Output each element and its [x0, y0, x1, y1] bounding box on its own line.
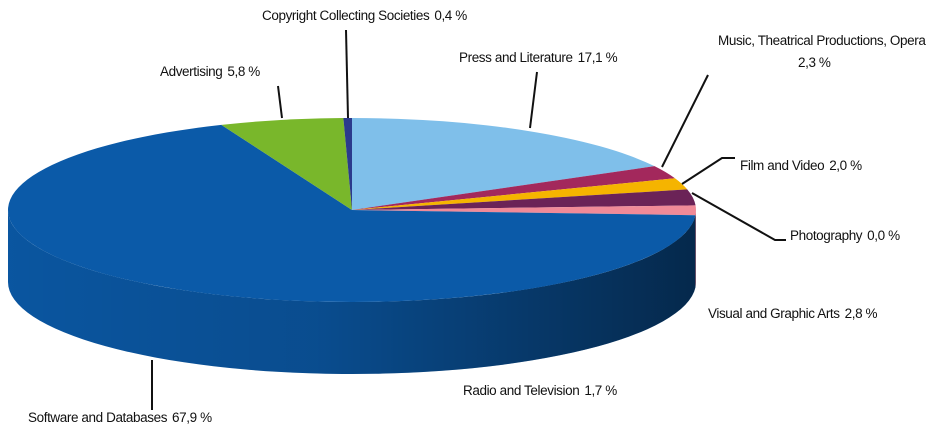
- slice-value-label: 5,8 %: [227, 64, 260, 79]
- slice-label: Visual and Graphic Arts 2,8 %: [708, 306, 878, 321]
- slice-label: Press and Literature 17,1 %: [459, 50, 618, 65]
- slice-value-label: 17,1 %: [578, 50, 618, 65]
- slice-name: Radio and Television: [463, 383, 579, 398]
- slice: [352, 118, 655, 210]
- slice-value-label: 0,4 %: [434, 8, 467, 23]
- slice-value-label: 2,3 %: [798, 55, 831, 70]
- leader-line: [529, 71, 538, 129]
- slice-label: Advertising 5,8 %: [160, 64, 260, 79]
- slice-name: Software and Databases: [28, 410, 168, 425]
- leader-line: [681, 157, 735, 185]
- slice-name: Press and Literature: [459, 50, 573, 65]
- slice-label: Copyright Collecting Societies 0,4 %: [262, 8, 467, 23]
- leader-line: [661, 74, 709, 168]
- slice-name: Advertising: [160, 64, 222, 79]
- slice: [352, 178, 688, 210]
- slice-name: Copyright Collecting Societies: [262, 8, 430, 23]
- leader-line: [277, 85, 283, 119]
- slice-value-label: 1,7 %: [584, 383, 617, 398]
- slice-name: Visual and Graphic Arts: [708, 306, 840, 321]
- side-shade: [8, 210, 696, 375]
- slice-value-label: 2,8 %: [845, 306, 878, 321]
- slice-name: Photography: [790, 228, 863, 243]
- leader-line: [345, 29, 349, 119]
- slice-label: Software and Databases 67,9 %: [28, 410, 212, 425]
- slice-sides: [8, 210, 696, 375]
- slice: [221, 118, 352, 210]
- slice-label: Film and Video 2,0 %: [740, 158, 862, 173]
- leader-line: [691, 192, 786, 241]
- slice-value-label: 67,9 %: [172, 410, 212, 425]
- slice-value-label: 0,0 %: [867, 228, 900, 243]
- side-shade: [695, 210, 696, 288]
- slice-label: Radio and Television 1,7 %: [463, 383, 617, 398]
- slice: [352, 205, 696, 216]
- slice-label: Photography 0,0 %: [790, 228, 900, 243]
- slice-name: Film and Video: [740, 158, 824, 173]
- slice-label: Music, Theatrical Productions, Opera: [718, 33, 926, 48]
- slice: [8, 124, 696, 303]
- slice: [352, 166, 675, 210]
- slice: [352, 189, 696, 210]
- slice-value-label: 2,0 %: [829, 158, 862, 173]
- slice: [343, 118, 352, 210]
